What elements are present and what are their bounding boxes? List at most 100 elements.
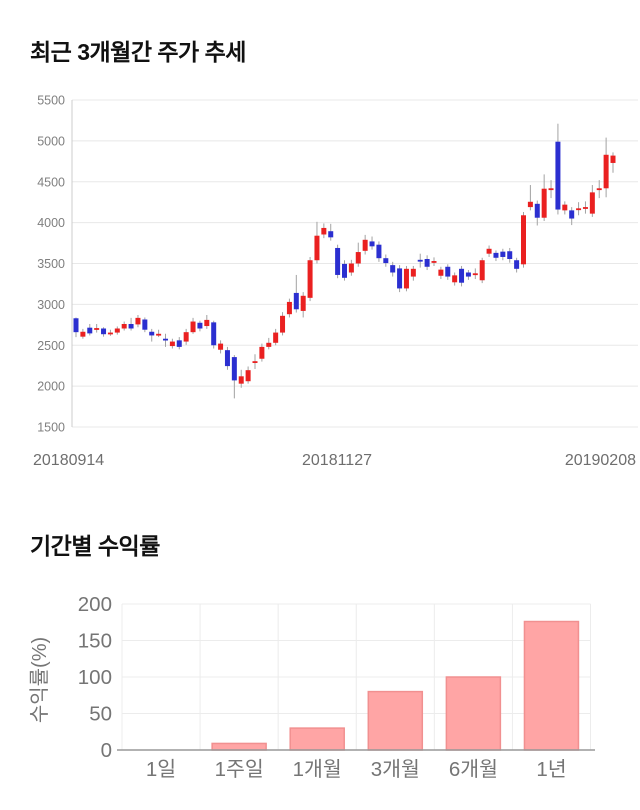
candle-up — [114, 328, 120, 333]
price-y-tick: 2000 — [37, 380, 65, 394]
candle-up — [252, 361, 258, 363]
candle-up — [80, 331, 86, 337]
candle-down — [369, 241, 375, 247]
returns-y-tick: 200 — [78, 593, 112, 616]
candle-down — [328, 231, 334, 238]
candle-up — [603, 154, 609, 189]
returns-x-label: 3개월 — [371, 758, 420, 781]
candle-up — [314, 235, 320, 261]
price-x-label: 20180914 — [33, 452, 104, 469]
return-bar — [211, 742, 267, 751]
candle-down — [163, 338, 168, 341]
candle-up — [156, 333, 162, 336]
candle-down — [376, 244, 382, 259]
price-y-tick: 4500 — [37, 175, 65, 189]
candle-up — [107, 332, 113, 335]
candle-down — [101, 328, 107, 335]
return-bar — [523, 620, 580, 751]
candle-up — [238, 376, 244, 384]
returns-y-tick: 0 — [101, 739, 112, 762]
returns-y-tick: 150 — [78, 630, 112, 653]
returns-chart-title: 기간별 수익률 — [30, 533, 160, 559]
candle-up — [610, 155, 616, 163]
returns-x-label: 1일 — [146, 758, 176, 781]
candle-down — [465, 272, 471, 277]
candle-up — [218, 343, 224, 350]
candle-down — [383, 258, 389, 264]
candle-up — [348, 263, 354, 273]
candle-down — [149, 331, 155, 336]
candle-up — [204, 319, 210, 327]
candle-down — [87, 327, 93, 334]
candle-up — [259, 346, 265, 359]
candle-up — [431, 261, 437, 263]
candle-up — [273, 332, 279, 343]
return-bar — [445, 676, 502, 751]
candle-up — [596, 188, 602, 191]
candle-down — [293, 292, 299, 310]
candle-up — [121, 323, 127, 329]
candle-down — [73, 318, 79, 333]
price-y-tick: 3500 — [37, 257, 65, 271]
candle-down — [555, 141, 561, 210]
candle-up — [183, 332, 189, 342]
price-chart-title: 최근 3개월간 주가 추세 — [30, 39, 246, 65]
price-y-tick: 2500 — [37, 339, 65, 353]
candle-up — [169, 341, 175, 347]
candle-up — [479, 260, 485, 281]
candle-up — [562, 204, 568, 211]
candle-down — [500, 251, 506, 257]
returns-x-label: 1개월 — [293, 758, 342, 781]
candle-up — [307, 260, 313, 298]
candle-down — [390, 265, 396, 273]
candle-up — [438, 269, 444, 276]
candle-down — [342, 263, 347, 278]
candle-down — [417, 259, 423, 262]
candle-down — [128, 323, 134, 329]
candle-up — [300, 295, 306, 311]
candle-down — [514, 260, 520, 269]
candle-down — [142, 319, 148, 330]
candle-up — [403, 268, 409, 289]
candle-down — [224, 350, 230, 367]
returns-y-axis-label: 수익률(%) — [28, 637, 51, 723]
candle-up — [94, 328, 100, 330]
price-y-tick: 5500 — [37, 94, 65, 108]
candle-up — [280, 315, 286, 333]
candle-down — [507, 251, 513, 260]
candle-down — [397, 268, 403, 289]
candle-down — [459, 268, 465, 283]
price-y-tick: 4000 — [37, 216, 65, 230]
candle-up — [576, 208, 582, 211]
candle-down — [231, 357, 237, 381]
price-y-tick: 3000 — [37, 298, 65, 312]
price-x-label: 20190208 — [565, 452, 636, 469]
candle-up — [527, 201, 533, 208]
candle-down — [445, 266, 451, 277]
candle-up — [135, 317, 141, 325]
candle-up — [362, 239, 368, 251]
candle-up — [410, 268, 416, 277]
candle-down — [424, 259, 430, 267]
candle-up — [266, 342, 272, 347]
candle-down — [211, 322, 217, 346]
candle-up — [452, 275, 458, 283]
candle-down — [335, 247, 341, 275]
price-x-label: 20181127 — [302, 452, 372, 469]
candle-up — [582, 207, 588, 209]
candle-down — [197, 322, 203, 329]
candle-down — [493, 252, 499, 258]
candle-down — [534, 203, 540, 218]
candle-up — [521, 215, 526, 265]
candle-up — [286, 301, 292, 315]
price-y-tick: 5000 — [37, 134, 65, 148]
candle-up — [472, 273, 478, 276]
candle-down — [176, 340, 182, 347]
price-y-tick: 1500 — [37, 421, 65, 435]
candle-up — [541, 188, 547, 218]
candle-up — [190, 321, 196, 333]
returns-x-label: 1주일 — [215, 758, 264, 781]
candle-up — [486, 248, 492, 254]
return-bar — [289, 727, 345, 751]
